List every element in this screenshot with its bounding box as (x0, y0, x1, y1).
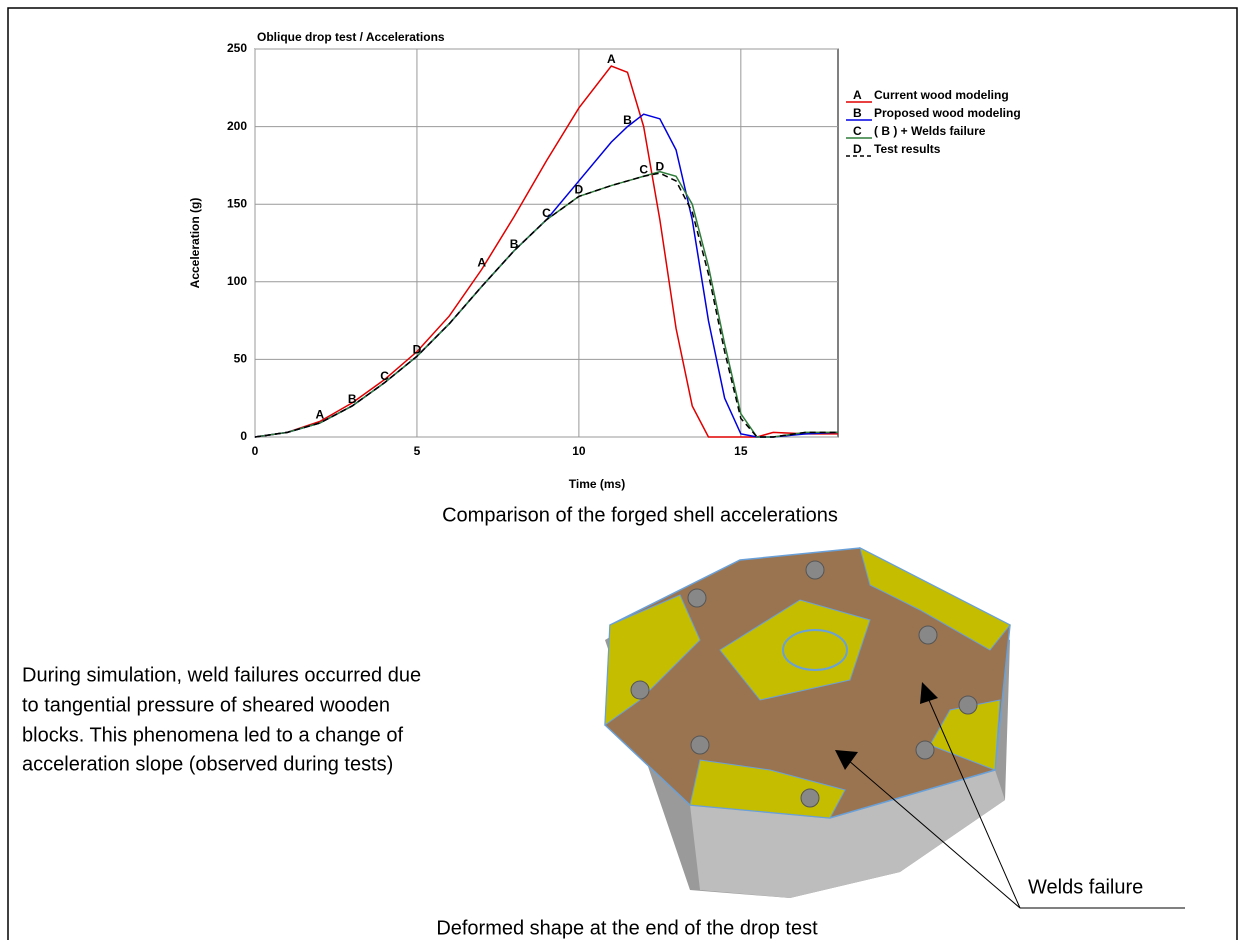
plot-area (255, 49, 838, 437)
legend-letter: B (853, 106, 862, 120)
line-letter: A (477, 256, 486, 270)
line-letter: B (510, 237, 519, 251)
x-tick-label: 10 (572, 444, 586, 458)
x-tick-label: 5 (414, 444, 421, 458)
line-letter: C (380, 369, 389, 383)
line-letter: A (607, 52, 616, 66)
y-axis-label: Acceleration (g) (188, 198, 202, 289)
frame (8, 8, 1237, 940)
series-line (255, 66, 838, 437)
x-tick-label: 0 (252, 444, 259, 458)
callout-label: Welds failure (1028, 876, 1143, 898)
image-caption: Deformed shape at the end of the drop te… (436, 917, 818, 939)
y-tick-label: 200 (227, 119, 247, 133)
paragraph: During simulation, weld failures occurre… (22, 664, 421, 775)
paragraph-line: acceleration slope (observed during test… (22, 753, 393, 775)
page: Oblique drop test / Accelerations Time (… (0, 0, 1245, 945)
line-letter: B (623, 113, 632, 127)
paragraph-line: to tangential pressure of sheared wooden (22, 694, 390, 716)
y-tick-label: 0 (240, 429, 247, 443)
x-tick-label: 15 (734, 444, 748, 458)
x-axis-label: Time (ms) (569, 477, 625, 491)
legend-label: Proposed wood modeling (874, 106, 1021, 120)
paragraph-line: During simulation, weld failures occurre… (22, 664, 421, 686)
line-letter: D (575, 183, 584, 197)
chart-title: Oblique drop test / Accelerations (257, 30, 445, 44)
chart-caption: Comparison of the forged shell accelerat… (442, 504, 838, 526)
y-tick-label: 150 (227, 196, 247, 210)
y-tick-label: 100 (227, 274, 247, 288)
legend-label: Test results (874, 142, 941, 156)
legend-letter: A (853, 88, 862, 102)
line-letter: C (542, 206, 551, 220)
legend-letter: C (853, 124, 862, 138)
line-letter: C (639, 162, 648, 176)
y-tick-label: 250 (227, 41, 247, 55)
page-canvas: Oblique drop test / Accelerations Time (… (0, 0, 1245, 940)
paragraph-line: blocks. This phenomena led to a change o… (22, 724, 403, 746)
legend-letter: D (853, 142, 862, 156)
legend-label: Current wood modeling (874, 88, 1009, 102)
y-tick-label: 50 (234, 352, 248, 366)
line-letter: A (315, 408, 324, 422)
line-letter: D (413, 342, 422, 356)
line-letter: D (656, 159, 665, 173)
deformed-shape-image (605, 548, 1010, 898)
series-line (255, 114, 838, 437)
legend-label: ( B ) + Welds failure (874, 124, 986, 138)
